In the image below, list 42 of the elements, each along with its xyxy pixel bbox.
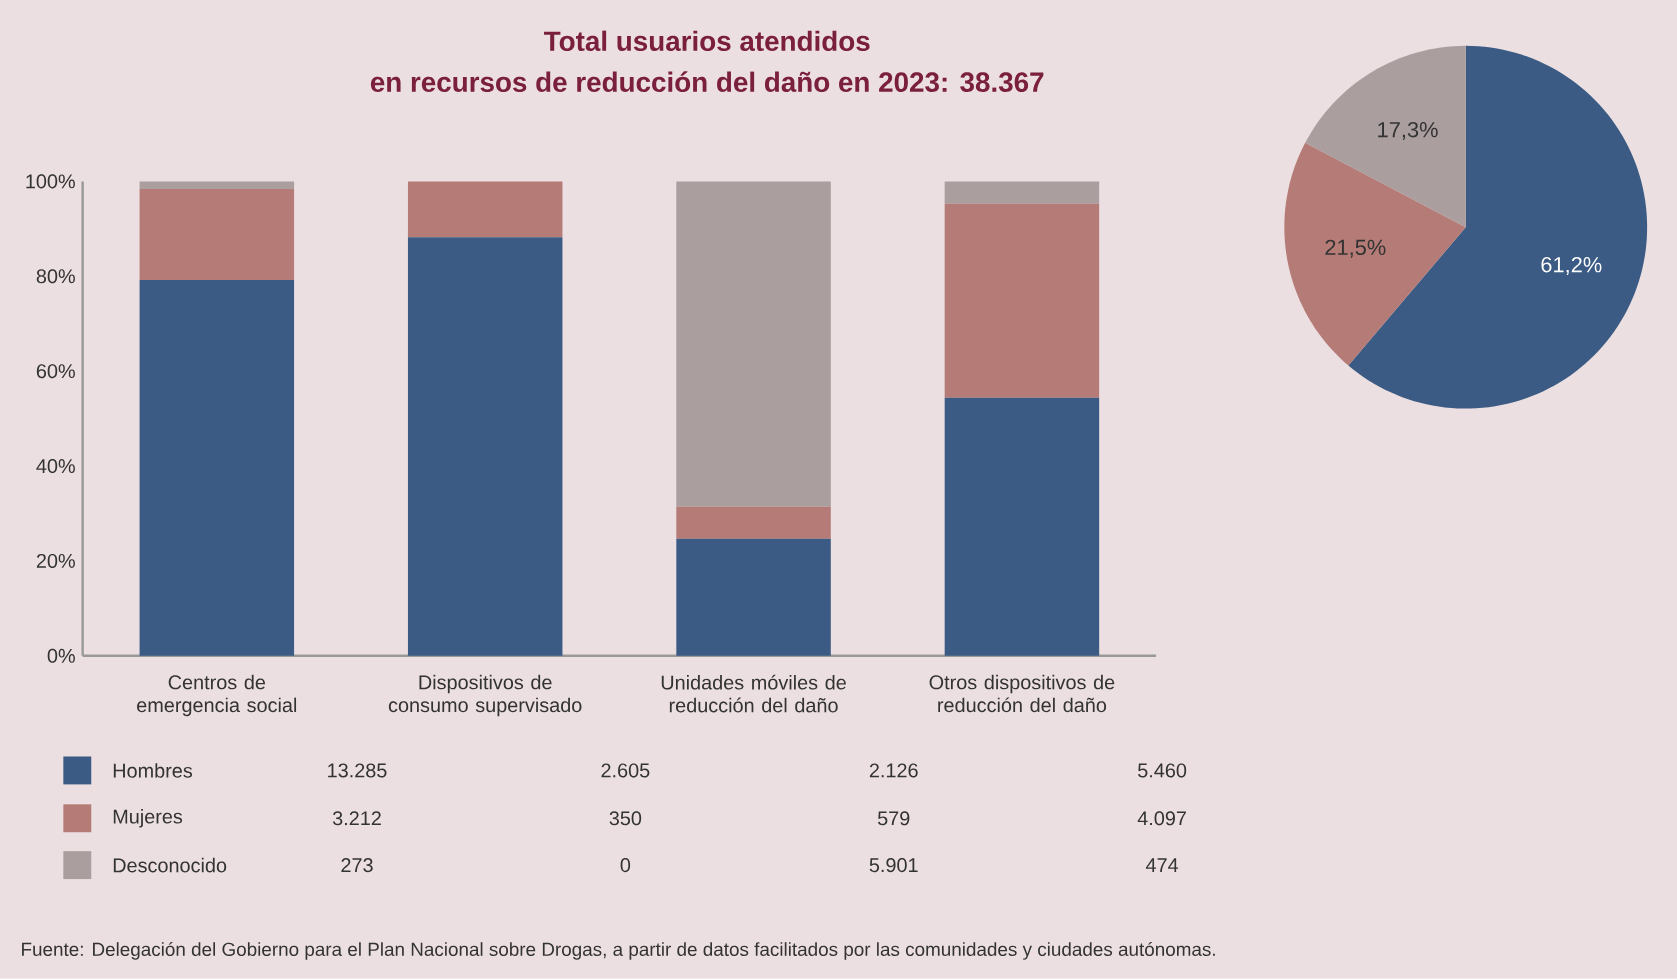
legend-label: Mujeres xyxy=(113,809,183,828)
text: 5.901 xyxy=(869,858,918,873)
text: 2.126 xyxy=(869,763,918,778)
chart-title: Total usuarios atendidos xyxy=(544,30,870,52)
bar xyxy=(944,397,1100,656)
bar xyxy=(676,506,831,539)
y-tick-label: 20% xyxy=(36,554,75,569)
data-label: 21,5% xyxy=(1325,239,1386,258)
bar xyxy=(139,280,295,656)
bar xyxy=(676,538,831,656)
bar xyxy=(944,203,1100,398)
text: 3.212 xyxy=(332,811,381,826)
y-tick-label: 40% xyxy=(36,459,75,474)
bar xyxy=(407,181,563,238)
y-tick-label: 60% xyxy=(36,364,75,379)
data-label: 17,3% xyxy=(1378,122,1438,141)
bar xyxy=(139,189,295,281)
text: 4.097 xyxy=(1137,811,1186,826)
text: 0 xyxy=(620,858,631,873)
x-tick-label: Otros dispositivos de reducción del daño xyxy=(929,674,1115,713)
y-tick-label: 0% xyxy=(47,648,75,663)
bar xyxy=(139,181,295,190)
text: 474 xyxy=(1145,858,1179,873)
y-tick-label: 100% xyxy=(26,174,75,189)
text: 350 xyxy=(609,811,642,826)
legend-label: Hombres xyxy=(113,763,193,778)
x-tick-label: Centros de emergencia social xyxy=(137,674,297,717)
x-tick-label: Unidades móviles de reducción del daño xyxy=(661,674,846,713)
text: 13.285 xyxy=(328,763,387,778)
text: 2.605 xyxy=(601,763,650,778)
text: 5.460 xyxy=(1138,763,1187,778)
bar xyxy=(676,181,831,507)
x-tick-label: Dispositivos de consumo supervisado xyxy=(388,674,582,717)
text: 579 xyxy=(877,811,910,826)
bar xyxy=(944,181,1100,204)
text: 273 xyxy=(341,858,373,873)
legend-label: Desconocido xyxy=(113,857,227,873)
y-tick-label: 80% xyxy=(36,269,75,284)
data-label: 61,2% xyxy=(1541,257,1602,276)
source-note: Fuente: Delegación del Gobierno para el Plan Nacional sobre Drogas, a partir de datos facilitados por las comunidades y ciudades autónomas. xyxy=(22,942,1215,960)
bar xyxy=(407,237,563,656)
chart-subtitle: en recursos de reducción del daño en 2023: 38.367 xyxy=(370,71,1044,93)
